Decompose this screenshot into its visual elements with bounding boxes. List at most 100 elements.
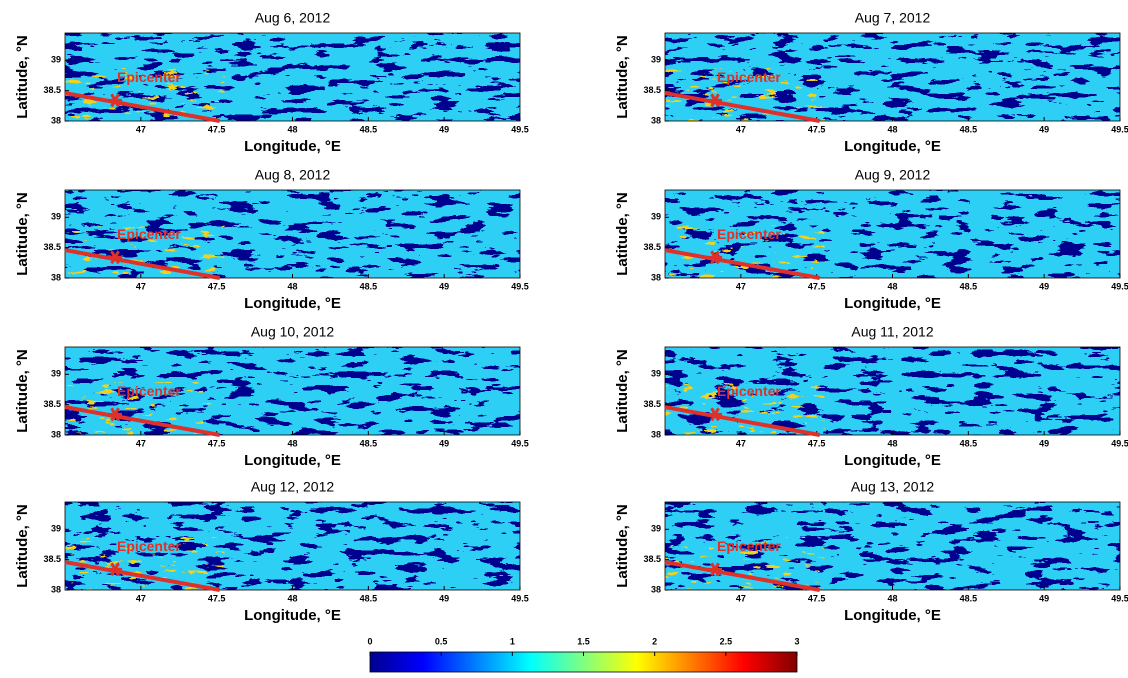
x-tick-label: 47.5 [808,124,826,134]
x-tick-label: 49.5 [511,281,529,291]
x-tick-label: 47.5 [208,593,226,603]
annotation: Epicenter [117,69,181,85]
epicenter-star-stroke [710,93,720,108]
epicenter-marker [708,407,723,422]
x-tick-label: 47 [136,281,146,291]
x-tick-label: 49.5 [511,593,529,603]
y-tick-label: 38 [51,584,61,594]
y-tick-label: 38.5 [43,85,61,95]
y-tick-label: 38 [51,429,61,439]
x-tick-label: 48.5 [960,438,978,448]
x-tick-label: 48 [887,281,897,291]
y-axis-label: Latitude, °N [614,35,631,119]
epicenter-marker [108,407,123,422]
y-axis-label: Latitude, °N [14,349,31,433]
y-tick-label: 38.5 [643,85,661,95]
y-tick-label: 38.5 [43,399,61,409]
x-tick-label: 48 [287,438,297,448]
fault-line [64,405,221,437]
y-tick-label: 38.5 [643,242,661,252]
epicenter-star-stroke [710,407,720,422]
annotation: Epicenter [117,538,181,554]
y-tick-label: 38.5 [43,242,61,252]
y-tick-label: 38.5 [643,554,661,564]
x-tick-label: 48.5 [960,281,978,291]
x-tick-label: 48.5 [360,438,378,448]
panel-title: Aug 11, 2012 [851,324,933,340]
y-tick-label: 38 [651,272,661,282]
x-axis-label: Longitude, °E [844,607,941,624]
x-tick-label: 49 [439,124,449,134]
epicenter-star-stroke [110,250,120,265]
colorbar-tick-label: 2.5 [720,636,733,646]
annotation: Epicenter [717,69,781,85]
x-tick-label: 49.5 [1111,281,1128,291]
panel-title: Aug 8, 2012 [255,167,331,183]
epicenter-star-stroke [110,93,120,108]
colorbar-tick-label: 2 [652,636,657,646]
x-axis-label: Longitude, °E [244,295,341,312]
x-tick-label: 49 [1039,281,1049,291]
fault-line [664,405,821,437]
colorbar-tick-label: 3 [794,636,799,646]
y-tick-label: 39 [51,524,61,534]
y-axis-label: Latitude, °N [614,504,631,588]
annotation: Epicenter [717,226,781,242]
x-axis-label: Longitude, °E [844,295,941,312]
x-tick-label: 48.5 [960,593,978,603]
x-tick-label: 48 [287,124,297,134]
y-tick-label: 38 [51,115,61,125]
epicenter-marker [108,562,123,577]
x-tick-label: 49 [439,593,449,603]
y-tick-label: 39 [51,55,61,65]
annotation: Epicenter [117,383,181,399]
x-tick-label: 47.5 [208,281,226,291]
fault-line [64,560,221,592]
y-tick-label: 39 [651,369,661,379]
x-tick-label: 47 [136,438,146,448]
y-axis-label: Latitude, °N [14,504,31,588]
annotation: Epicenter [717,538,781,554]
y-tick-label: 38.5 [643,399,661,409]
x-tick-label: 49 [1039,124,1049,134]
fault-line [64,248,221,280]
x-axis-label: Longitude, °E [244,607,341,624]
x-axis-label: Longitude, °E [244,452,341,469]
fault-line [64,91,221,123]
x-tick-label: 47 [736,593,746,603]
x-tick-label: 49 [439,438,449,448]
x-tick-label: 49.5 [1111,438,1128,448]
x-tick-label: 48 [887,438,897,448]
x-tick-label: 49 [1039,593,1049,603]
y-tick-label: 39 [51,212,61,222]
panel-title: Aug 13, 2012 [851,479,935,495]
x-tick-label: 49.5 [1111,124,1128,134]
x-tick-label: 48.5 [960,124,978,134]
epicenter-marker [708,562,723,577]
y-tick-label: 38 [651,584,661,594]
epicenter-marker [108,250,123,265]
y-axis-label: Latitude, °N [614,192,631,276]
panel-title: Aug 9, 2012 [855,167,931,183]
y-axis-label: Latitude, °N [614,349,631,433]
epicenter-marker [708,250,723,265]
x-tick-label: 48 [887,124,897,134]
epicenter-star-stroke [110,407,120,422]
x-axis-label: Longitude, °E [844,452,941,469]
heatmap-texture [65,225,225,278]
y-tick-label: 38 [651,115,661,125]
x-tick-label: 49.5 [511,124,529,134]
x-tick-label: 47 [736,438,746,448]
x-tick-label: 49 [1039,438,1049,448]
heatmap-texture [65,537,225,590]
y-tick-label: 39 [651,524,661,534]
heatmap-texture [665,537,825,590]
x-tick-label: 47 [136,593,146,603]
x-tick-label: 48 [287,593,297,603]
y-axis-label: Latitude, °N [14,192,31,276]
colorbar-tick-label: 0.5 [435,636,448,646]
colorbar-tick-label: 1.5 [577,636,590,646]
panel-title: Aug 12, 2012 [251,479,335,495]
x-axis-label: Longitude, °E [844,138,941,155]
panel-title: Aug 10, 2012 [251,324,335,340]
